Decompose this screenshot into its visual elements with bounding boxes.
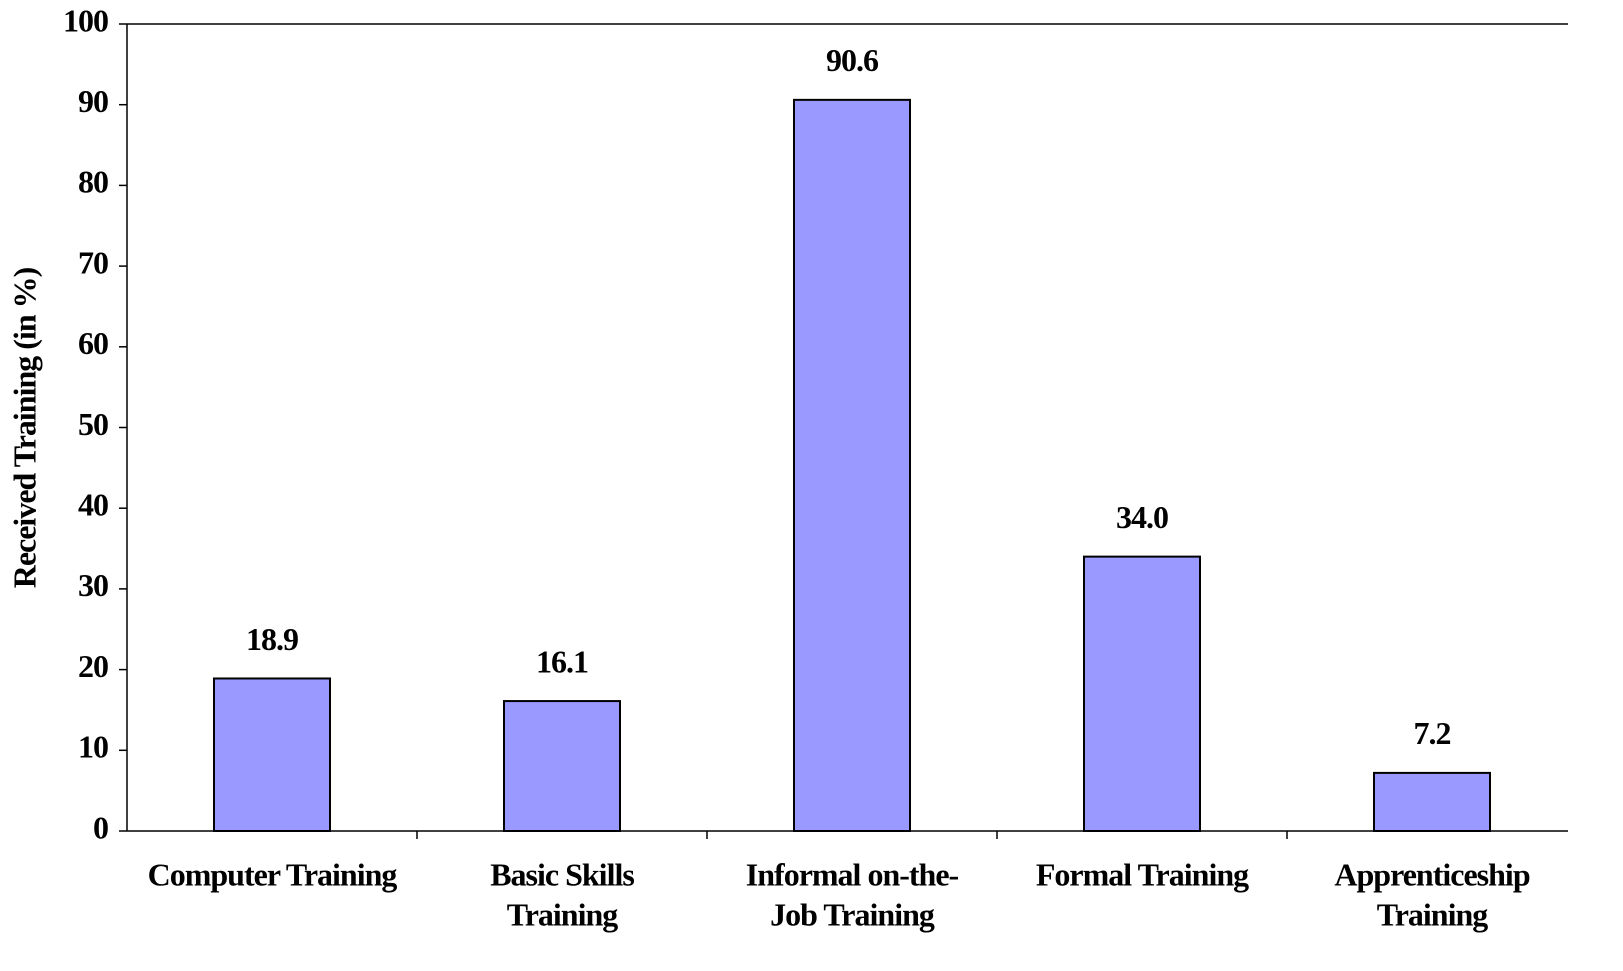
x-tick-label: Basic Skills bbox=[490, 856, 634, 892]
y-tick-label: 60 bbox=[78, 325, 108, 361]
y-tick-label: 50 bbox=[78, 406, 108, 442]
bar bbox=[793, 98, 911, 833]
data-label: 7.2 bbox=[1414, 715, 1451, 751]
data-label: 90.6 bbox=[826, 42, 879, 78]
y-tick-label: 90 bbox=[78, 83, 108, 119]
y-tick-label: 100 bbox=[63, 2, 108, 38]
bar bbox=[213, 677, 331, 832]
x-tick-label: Formal Training bbox=[1036, 856, 1249, 892]
x-tick-label: Informal on-the- bbox=[746, 856, 959, 892]
x-tick-label: Training bbox=[507, 896, 619, 932]
y-tick-label: 0 bbox=[93, 809, 108, 845]
x-tick-label: Computer Training bbox=[148, 856, 398, 892]
bar bbox=[503, 700, 621, 832]
y-axis-title: Received Training (in %) bbox=[6, 267, 42, 588]
data-label: 34.0 bbox=[1116, 499, 1168, 535]
x-tick-label: Job Training bbox=[770, 896, 935, 932]
data-label: 18.9 bbox=[246, 621, 298, 657]
y-tick-label: 10 bbox=[78, 729, 108, 765]
x-tick-label: Apprenticeship bbox=[1334, 856, 1529, 892]
y-tick-label: 20 bbox=[78, 648, 108, 684]
y-tick-label: 40 bbox=[78, 487, 108, 523]
bar bbox=[1083, 555, 1201, 832]
y-tick-label: 70 bbox=[78, 244, 108, 280]
y-tick-label: 80 bbox=[78, 164, 108, 200]
y-tick-label: 30 bbox=[78, 567, 108, 603]
bar bbox=[1373, 771, 1491, 832]
data-label: 16.1 bbox=[536, 643, 588, 679]
x-tick-label: Training bbox=[1377, 896, 1489, 932]
